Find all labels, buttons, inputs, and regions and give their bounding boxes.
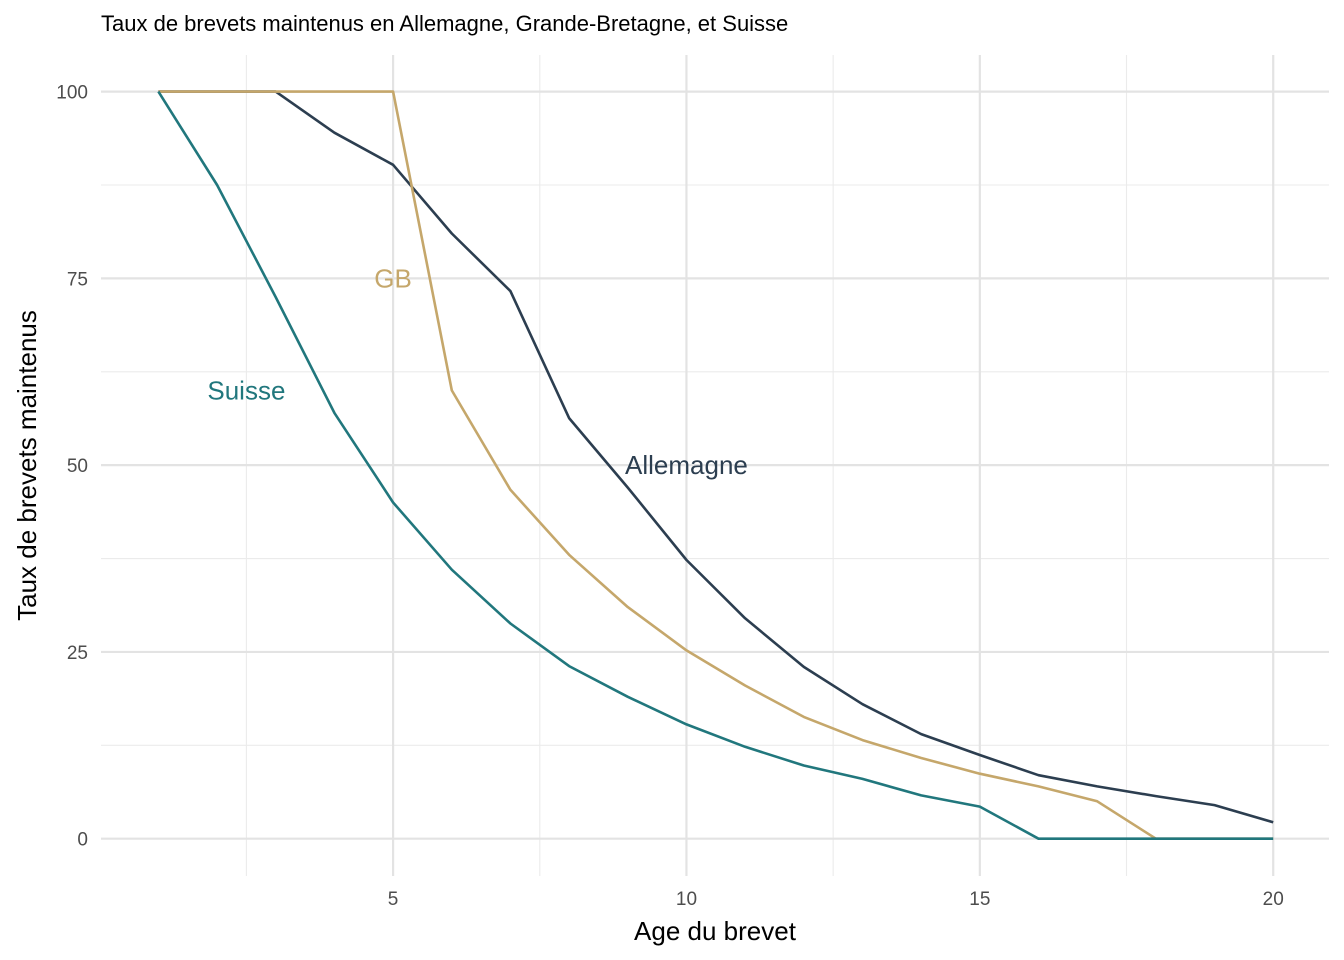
series-label-allemagne: Allemagne (625, 450, 748, 480)
chart-title: Taux de brevets maintenus en Allemagne, … (101, 11, 789, 36)
y-tick-label-2: 50 (67, 456, 88, 477)
x-tick-label-1: 10 (676, 889, 697, 910)
series-line-suisse (157, 90, 1274, 841)
series-line-gb (158, 90, 1274, 841)
x-tick-label-0: 5 (388, 889, 399, 910)
series-label-gb: GB (374, 263, 412, 293)
series-line-allemagne (158, 90, 1274, 824)
y-tick-label-0: 0 (77, 830, 88, 851)
series-labels: Allemagne GB Suisse (207, 263, 748, 480)
series-label-suisse: Suisse (207, 375, 285, 405)
y-tick-label-1: 25 (67, 643, 88, 664)
y-axis-title: Taux de brevets maintenus (12, 310, 42, 621)
y-tick-label-4: 100 (56, 83, 88, 104)
x-axis-title: Age du brevet (634, 916, 797, 946)
x-tick-label-3: 20 (1263, 889, 1284, 910)
y-tick-label-3: 75 (67, 269, 88, 290)
y-axis-ticks: 0 25 50 75 100 (56, 83, 88, 851)
x-tick-label-2: 15 (969, 889, 990, 910)
x-axis-ticks: 5 10 15 20 (388, 889, 1284, 910)
series-lines (157, 90, 1274, 841)
grid-major (101, 55, 1329, 876)
